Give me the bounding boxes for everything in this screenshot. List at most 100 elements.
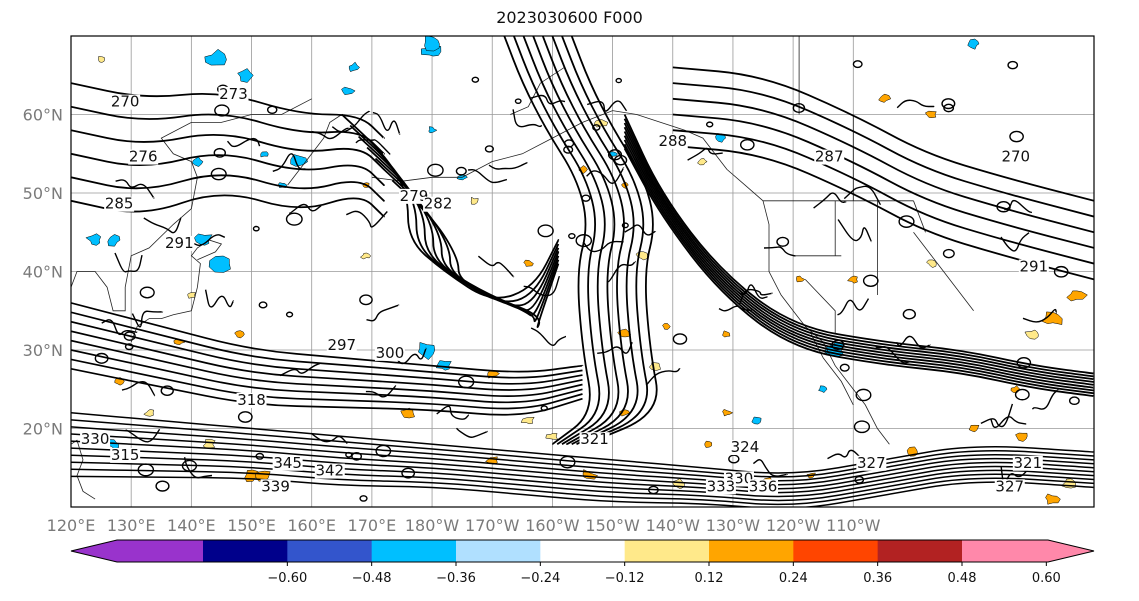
positive-anomaly-area <box>470 196 479 205</box>
contour-line <box>623 135 1094 389</box>
colorbar-label: −0.36 <box>436 571 476 586</box>
contour-line <box>71 454 1094 498</box>
contour-loop <box>94 352 109 364</box>
contour-line <box>71 468 1094 506</box>
contour-loop <box>214 104 230 117</box>
contour-line <box>827 449 864 461</box>
contour-line <box>672 97 1094 234</box>
contour-line <box>71 349 583 404</box>
contours <box>71 36 1094 507</box>
longitude-label: 130°W <box>706 516 761 535</box>
colorbar-bin <box>877 540 963 562</box>
map-title: 2023030600 F000 <box>496 8 643 27</box>
contour-line <box>71 339 583 397</box>
colorbar-bin <box>709 540 794 562</box>
contour-label-halo <box>218 86 249 102</box>
contour-label-halo <box>856 455 887 471</box>
positive-anomaly-area <box>187 292 197 299</box>
contour-line <box>672 82 1094 218</box>
negative-anomaly-area <box>348 61 360 72</box>
contour-loop <box>484 145 494 153</box>
contour-line <box>837 298 870 316</box>
contour-line <box>1031 389 1059 410</box>
contour-line <box>101 319 138 336</box>
contour-loop <box>607 149 623 161</box>
contour-line <box>752 459 788 477</box>
contour-label-halo <box>1000 149 1031 165</box>
contour-label: 330 <box>81 430 110 448</box>
contour-line <box>71 440 1094 490</box>
longitude-label: 120°E <box>47 516 96 535</box>
contour-label: 297 <box>327 336 356 354</box>
contour-line <box>204 289 235 308</box>
contour-line <box>355 139 391 156</box>
contour-label: 318 <box>237 391 266 409</box>
positive-anomaly-area <box>98 56 105 63</box>
contour-line <box>687 147 723 161</box>
contour-loop <box>285 311 294 318</box>
latitude-label: 60°N <box>23 106 63 125</box>
positive-anomaly-area <box>878 93 892 103</box>
negative-anomaly-area <box>428 126 438 134</box>
contour-label-halo <box>272 455 303 471</box>
contour-line <box>365 385 397 398</box>
map-frame <box>70 35 1095 508</box>
longitude-label: 180°W <box>405 516 460 535</box>
contour-label-halo <box>374 345 405 361</box>
contour-line <box>71 419 1094 478</box>
contour-label-halo <box>657 133 688 149</box>
contour-label: 276 <box>129 148 158 166</box>
contour-loop <box>581 194 591 202</box>
negative-anomaly-area <box>751 416 762 425</box>
contour-loop <box>563 145 574 154</box>
contour-line <box>310 432 348 444</box>
contour-label-halo <box>326 338 357 353</box>
longitude-label: 170°W <box>465 516 520 535</box>
contour-loop <box>1007 60 1019 70</box>
contour-loop <box>237 411 253 423</box>
contour-line <box>522 36 610 445</box>
contour-line <box>672 129 1094 265</box>
colorbar-bin <box>624 540 710 562</box>
contour-line <box>71 447 1094 494</box>
longitude-label: 110°W <box>826 516 881 535</box>
contour-loop <box>160 385 174 396</box>
contour-line <box>488 161 528 170</box>
contour-loop <box>942 248 955 259</box>
latitude-label: 20°N <box>23 420 63 439</box>
contour-line <box>623 139 1094 392</box>
contour-label: 327 <box>995 477 1024 495</box>
contour-label-halo <box>994 479 1025 495</box>
contour-line <box>843 185 882 205</box>
contour-loop <box>705 121 714 128</box>
contour-loop <box>359 495 368 502</box>
positive-anomaly-area <box>523 259 534 267</box>
colorbar-bin <box>203 540 288 562</box>
longitude-label: 150°E <box>227 516 276 535</box>
contour-loop <box>266 105 278 114</box>
contour-loop <box>1068 396 1080 406</box>
positive-anomaly-area <box>722 330 731 338</box>
contour-label-halo <box>729 440 760 456</box>
contour-loop <box>213 147 226 158</box>
negative-anomaly-area <box>424 36 440 52</box>
contour-label-halo <box>314 463 345 479</box>
contour-label: 285 <box>105 195 134 213</box>
contour-loop <box>852 60 863 69</box>
contour-loop <box>996 201 1011 213</box>
contour-label: 288 <box>658 132 687 150</box>
contour-line <box>71 330 583 391</box>
contour-loop <box>455 166 467 176</box>
negative-anomaly-area <box>107 234 121 247</box>
colorbar-label: −0.60 <box>267 571 307 586</box>
contour-loop <box>728 454 740 464</box>
positive-anomaly-area <box>545 433 558 440</box>
contour-line <box>279 362 321 377</box>
contour-line <box>71 152 385 187</box>
contour-line <box>512 109 543 128</box>
contour-loop <box>1009 130 1024 143</box>
contour-line <box>718 305 752 312</box>
contour-line <box>71 433 1094 486</box>
